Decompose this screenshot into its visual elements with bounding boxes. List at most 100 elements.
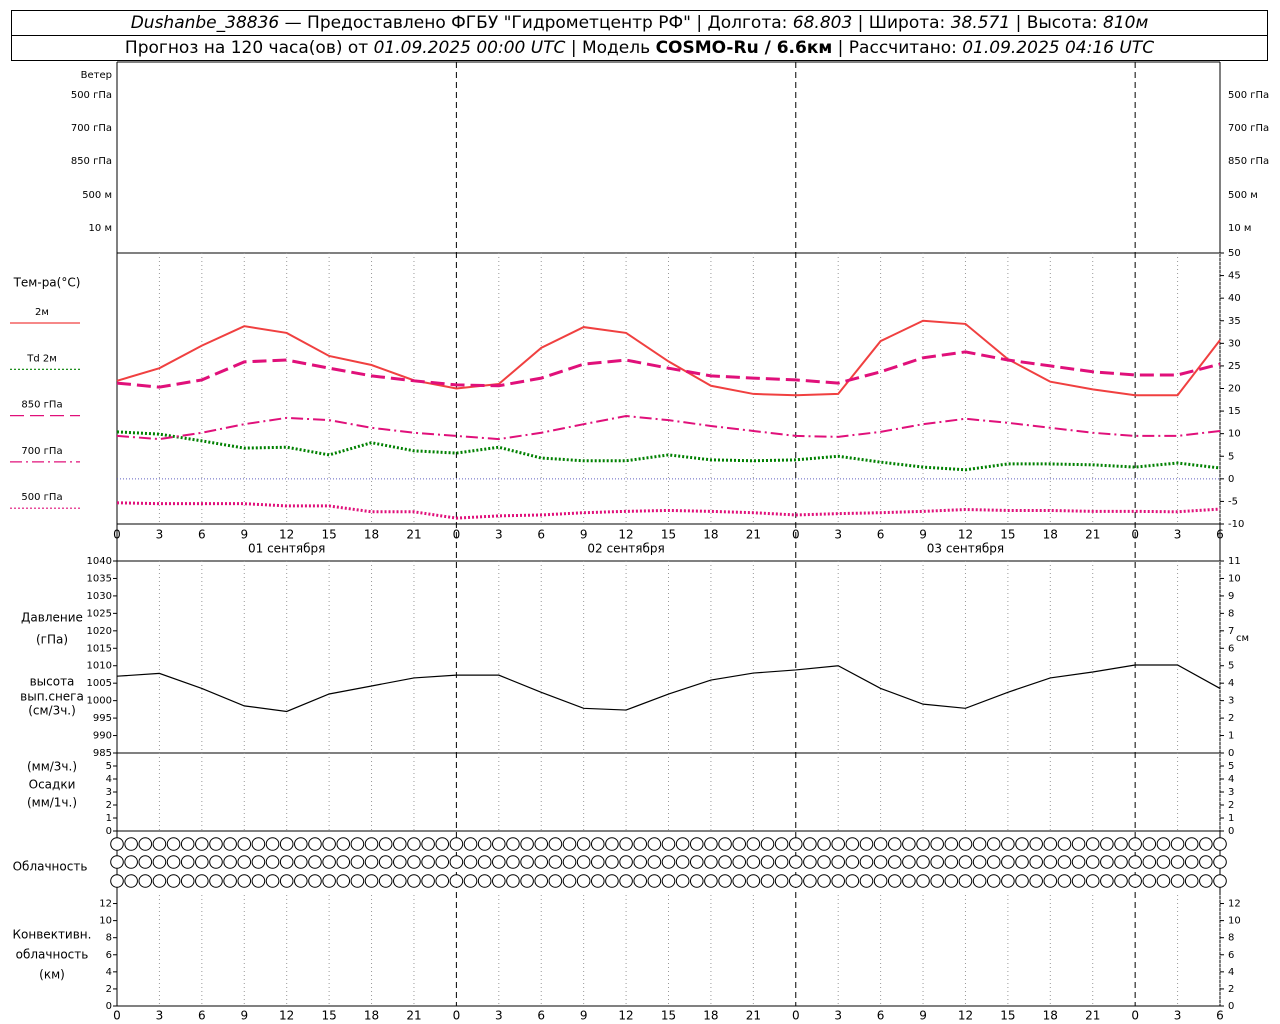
cloud-cover — [364, 874, 379, 888]
cloud-cover — [930, 874, 944, 888]
y-tick-label: 25 — [1228, 361, 1241, 372]
cloud-cover — [916, 855, 930, 869]
cloud-cover — [350, 874, 365, 888]
cloud-cover — [1128, 874, 1142, 888]
series-line — [116, 350, 1221, 389]
y-tick-label: 10 — [1228, 916, 1241, 927]
cloud-cover — [265, 837, 280, 851]
cloud-cover — [689, 874, 704, 888]
cloud-cover — [760, 855, 775, 869]
cloud-cover — [209, 874, 223, 888]
cloud-cover — [887, 874, 902, 888]
cloud-cover — [803, 855, 817, 869]
cloud-cover — [887, 855, 902, 869]
x-tick-label: 12 — [279, 528, 294, 542]
axis-label: Давление — [21, 611, 83, 625]
cloud-cover — [689, 855, 704, 869]
x-tick-label: 3 — [156, 528, 164, 542]
cloud-cover — [732, 874, 747, 888]
y-tick-label: 1010 — [87, 661, 112, 672]
y-tick-label: 1 — [106, 813, 112, 824]
cloud-cover — [463, 874, 478, 888]
y-tick-label: 0 — [1228, 826, 1234, 837]
y-tick-label: 45 — [1228, 271, 1241, 282]
y2-tick-label: 0 — [1228, 748, 1234, 759]
cloud-cover — [393, 837, 407, 851]
cloud-cover — [902, 874, 916, 888]
cloud-cover — [152, 855, 167, 869]
y2-tick-label: 4 — [1228, 678, 1234, 689]
cloud-cover — [209, 837, 223, 851]
value: 01.09.2025 04:16 UTC — [962, 38, 1155, 58]
cloud-cover — [223, 855, 237, 869]
cloud-cover — [1071, 837, 1086, 851]
x-tick-label: 3 — [834, 528, 842, 542]
cloud-cover — [633, 874, 648, 888]
x-tick-label: 18 — [1043, 1009, 1058, 1023]
x-tick-label: 3 — [1174, 1009, 1182, 1023]
cloud-cover — [1085, 874, 1100, 888]
cloud-cover — [378, 855, 393, 869]
cloud-cover — [124, 837, 138, 851]
y-tick-label: 985 — [93, 748, 112, 759]
cloud-cover — [590, 837, 605, 851]
cloud-cover — [845, 837, 860, 851]
x-tick-label: 12 — [279, 1009, 294, 1023]
x-tick-label: 21 — [406, 528, 421, 542]
cloud-cover — [1043, 855, 1058, 869]
cloud-cover — [492, 874, 506, 888]
x-tick-label: 0 — [1131, 1009, 1139, 1023]
cloud-cover — [760, 874, 775, 888]
cloud-cover — [647, 837, 662, 851]
cloud-cover — [633, 837, 648, 851]
date-label: 01 сентября — [248, 542, 325, 556]
cloud-cover — [393, 874, 407, 888]
cloud-cover — [506, 874, 520, 888]
cloud-cover — [1001, 855, 1015, 869]
cloud-cover — [902, 855, 916, 869]
cloud-cover — [661, 874, 676, 888]
y-tick-label: 20 — [1228, 384, 1241, 395]
level-label: 10 м — [1228, 223, 1251, 234]
y-tick-label: 2 — [1228, 984, 1234, 995]
cloud-cover — [972, 837, 987, 851]
cloud-cover — [1156, 837, 1171, 851]
x-tick-label: 6 — [1216, 1009, 1224, 1023]
cloud-cover — [1184, 874, 1199, 888]
cloud-cover — [421, 874, 435, 888]
x-tick-label: 15 — [661, 528, 676, 542]
x-tick-label: 18 — [703, 1009, 718, 1023]
cloud-cover — [1057, 855, 1072, 869]
cloud-cover — [138, 874, 153, 888]
cloud-cover — [308, 874, 322, 888]
cloud-cover — [1142, 874, 1157, 888]
cloud-cover — [1128, 837, 1142, 851]
x-tick-label: 6 — [877, 1009, 885, 1023]
cloud-cover — [1085, 855, 1100, 869]
panel-title: Ветер — [81, 70, 112, 81]
cloud-cover — [718, 855, 732, 869]
cloud-cover — [944, 837, 959, 851]
cloud-cover — [1170, 855, 1185, 869]
cloud-cover — [817, 837, 831, 851]
x-tick-label: 3 — [495, 528, 503, 542]
cloud-cover — [195, 837, 209, 851]
cloud-cover — [435, 874, 450, 888]
cloud-cover — [1184, 855, 1199, 869]
cloud-cover — [166, 837, 181, 851]
y-tick-label: 50 — [1228, 248, 1241, 259]
label: | Модель — [570, 38, 651, 58]
cloud-cover — [1184, 837, 1199, 851]
cloud-cover — [237, 855, 252, 869]
series-line — [116, 664, 1221, 713]
cloud-cover — [1114, 874, 1128, 888]
x-tick-label: 6 — [537, 528, 545, 542]
axis-label: высота — [30, 675, 75, 689]
y-tick-label: 1035 — [87, 573, 112, 584]
cloud-cover — [576, 874, 591, 888]
y-tick-label: 15 — [1228, 406, 1241, 417]
legend-label: 850 гПа — [21, 400, 62, 411]
x-tick-label: 12 — [958, 528, 973, 542]
cloud-cover — [1100, 855, 1114, 869]
